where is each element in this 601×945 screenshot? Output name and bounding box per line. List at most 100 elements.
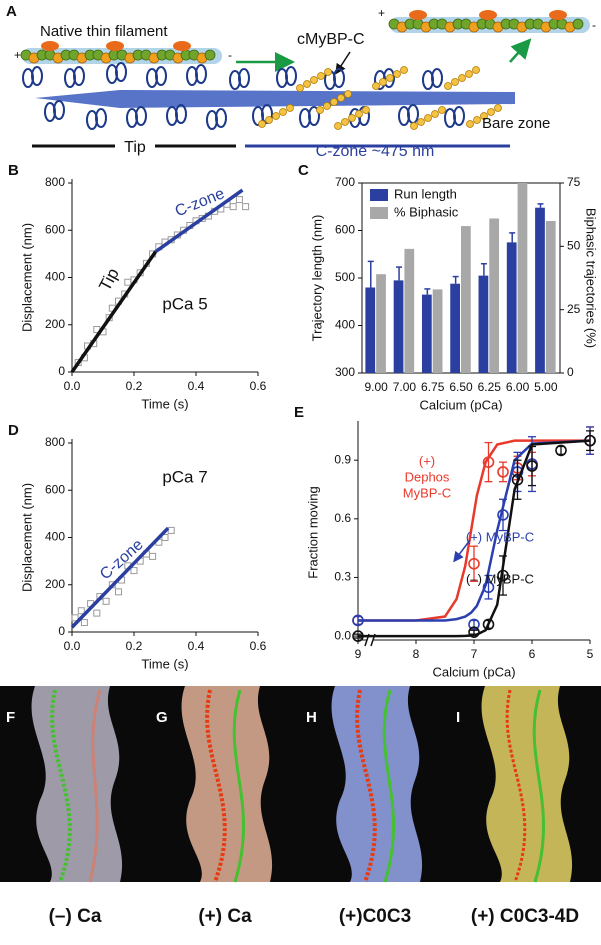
panel-label: E [294,404,304,421]
x-tick-label: 9 [355,647,362,661]
annotation: Tip [95,265,123,294]
point [482,456,495,468]
panels-fi: F G H I (–) Ca (+) Ca (+)C0C3 (+) C0C3-4… [0,686,601,927]
chart: 0.0 0.3 0.6 0.9 9 8 7 6 5 Calcium (pCa) Fraction m… [294,404,596,679]
panel-label: B [8,162,19,179]
bar [450,283,460,373]
point [555,444,567,457]
mybpc-label: cMyBP-C [297,31,365,48]
y-axis-label: Trajectory length (nm) [309,215,324,342]
x-tick-label: 0.4 [188,639,205,653]
y-tick-label: 400 [335,318,355,332]
y-tick-label: 200 [45,317,65,331]
panel-label: C [298,162,309,179]
bar [393,280,404,373]
density-map [181,686,273,883]
y-tick-label: 500 [335,270,355,284]
x-tick-label: 0.0 [64,379,81,393]
y-tick-label: 600 [335,223,355,237]
point [468,618,480,631]
caption: (–) Ca [49,906,102,927]
point [352,614,364,627]
y-tick-label: 0.0 [334,628,351,642]
bar [545,221,556,373]
point [497,509,509,521]
y-tick-label: 0.6 [334,511,351,525]
y-tick-label: 0.3 [334,570,351,584]
minus-sign: - [592,18,596,32]
point [130,567,138,575]
minus-sign: - [228,48,232,62]
density-map [331,686,423,883]
point [80,619,88,627]
y-tick-label: 800 [45,435,65,449]
point [352,630,364,642]
annotation: (+) [419,453,435,468]
x-tick-label: 6.75 [421,380,445,394]
annotation: MyBP-C [403,485,451,500]
caption: (+)C0C3 [339,906,411,927]
x-tick-label: 8 [413,647,420,661]
panel-label: A [6,3,17,20]
y-tick-label: 0 [58,624,65,638]
chart: 0 200 400 600 800 0.0 0.2 0.4 0.6 Time (s) Displac… [8,162,267,411]
point [242,203,250,211]
thin-filament [388,10,590,33]
bar [376,274,386,373]
x-tick-label: 0.4 [188,379,205,393]
thin-filament [20,41,222,64]
y-tick-label: 300 [335,365,355,379]
panel-label: G [156,709,168,726]
caption: (+) Ca [198,906,252,927]
point [115,588,122,596]
y-tick-label: 600 [45,482,65,496]
panel-label: I [456,709,460,726]
y2-tick-label: 75 [567,175,581,189]
point [482,581,495,594]
y-tick-label: 0.9 [334,452,351,466]
axis-break [367,634,373,646]
fit-line [154,188,244,253]
y2-tick-label: 25 [567,302,581,316]
legend-swatch [370,207,388,219]
y-axis-label: Displacement (nm) [19,483,34,592]
point [468,557,480,570]
y-tick-label: 700 [335,175,355,189]
x-tick-label: 6.00 [506,380,530,394]
annotation: (–) MyBP-C [466,571,534,586]
y2-tick-label: 50 [567,239,581,253]
annotation: pCa 5 [162,294,207,313]
x-axis-label: Time (s) [141,656,188,671]
y2-tick-label: 0 [567,365,574,379]
czone-label: C-zone ~475 nm [316,143,435,160]
point [584,434,596,447]
y-tick-label: 0 [58,364,65,378]
arrow [509,38,532,63]
fit-line [70,250,158,373]
x-tick-label: 0.0 [64,639,81,653]
y-tick-label: 800 [45,175,65,189]
y-axis-label: Fraction moving [305,486,320,578]
bar [535,207,545,373]
point [526,460,538,472]
x-tick-label: 9.00 [364,380,388,394]
bar [421,294,432,373]
x-tick-label: 6 [529,647,536,661]
chart: 300 400 500 600 700 0 25 50 75 9.00 7.00 6.75 6.50 6.… [298,162,599,412]
x-axis-label: Calcium (pCa) [419,397,502,412]
x-tick-label: 6.25 [478,380,502,394]
bar [478,275,489,373]
x-tick-label: 0.2 [126,639,143,653]
bar [517,183,528,373]
point [497,569,509,582]
point [124,278,132,286]
panel-label: H [306,709,317,726]
plus-sign: + [378,6,385,20]
thick-filament [22,62,515,130]
panel-label: D [8,422,19,439]
bare-zone-label: Bare zone [482,115,550,132]
bar [506,242,517,373]
point [149,552,157,560]
tip-label: Tip [124,139,146,156]
